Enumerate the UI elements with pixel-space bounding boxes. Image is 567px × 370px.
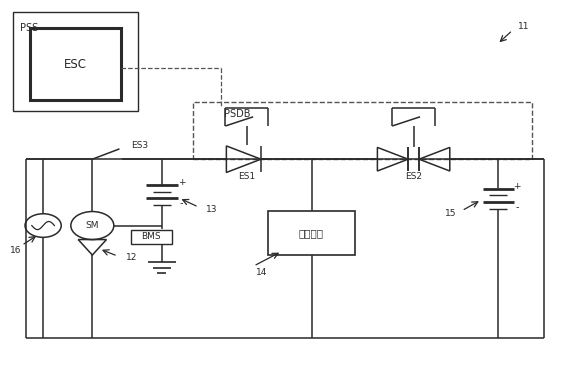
Bar [193, 102, 532, 159]
Text: PSDB: PSDB [224, 109, 251, 119]
Text: +: + [178, 178, 185, 187]
Text: 電気負荷: 電気負荷 [299, 228, 324, 238]
Bar [13, 12, 138, 111]
Text: ES1: ES1 [238, 172, 255, 181]
Text: SM: SM [86, 221, 99, 230]
Text: -: - [515, 202, 519, 212]
Text: ESC: ESC [64, 58, 87, 71]
Text: 12: 12 [126, 253, 138, 262]
Bar [131, 230, 171, 244]
Text: 11: 11 [518, 22, 530, 31]
Text: ES2: ES2 [405, 172, 422, 181]
Text: -: - [180, 198, 184, 208]
Text: +: + [513, 182, 521, 191]
Text: 14: 14 [256, 268, 268, 277]
Text: 15: 15 [445, 209, 456, 218]
Text: PSS: PSS [20, 23, 38, 33]
Bar [30, 28, 121, 100]
Bar [268, 211, 356, 255]
Text: BMS: BMS [141, 232, 161, 242]
Text: 13: 13 [206, 205, 218, 214]
Text: 16: 16 [10, 246, 22, 255]
Text: ES3: ES3 [131, 141, 148, 150]
